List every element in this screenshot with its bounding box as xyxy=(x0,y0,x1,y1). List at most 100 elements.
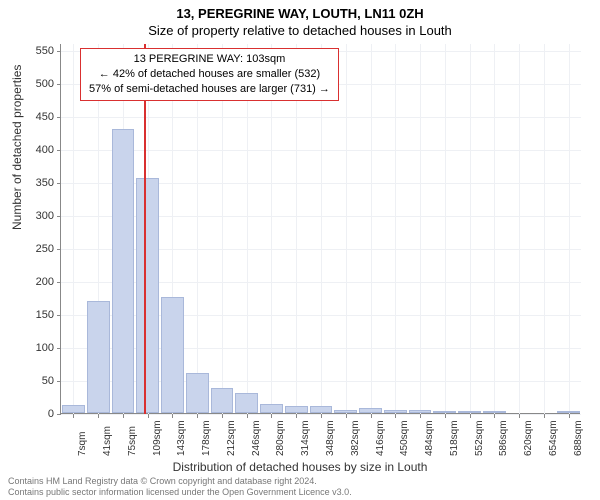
annotation-line: 57% of semi-detached houses are larger (… xyxy=(89,82,330,97)
ytick-label: 250 xyxy=(0,243,54,255)
histogram-bar xyxy=(334,410,357,413)
annotation-line: ← 42% of detached houses are smaller (53… xyxy=(89,67,330,82)
xtick-mark xyxy=(346,414,347,418)
ytick-label: 200 xyxy=(0,276,54,288)
xtick-mark xyxy=(123,414,124,418)
histogram-bar xyxy=(87,301,110,413)
histogram-bar xyxy=(62,405,85,413)
xtick-mark xyxy=(544,414,545,418)
xtick-label: 246sqm xyxy=(251,420,262,456)
histogram-bar xyxy=(483,411,506,413)
ytick-label: 400 xyxy=(0,144,54,156)
xtick-label: 654sqm xyxy=(548,420,559,456)
footer-attribution: Contains HM Land Registry data © Crown c… xyxy=(8,476,352,499)
xtick-mark xyxy=(172,414,173,418)
ytick-mark xyxy=(57,51,61,52)
xtick-label: 178sqm xyxy=(201,420,212,456)
title-sub: Size of property relative to detached ho… xyxy=(0,21,600,38)
histogram-bar xyxy=(186,373,209,413)
xtick-label: 75sqm xyxy=(127,426,138,456)
xtick-mark xyxy=(494,414,495,418)
gridline-vertical xyxy=(544,44,545,414)
ytick-mark xyxy=(57,117,61,118)
xtick-mark xyxy=(197,414,198,418)
xtick-label: 41sqm xyxy=(102,426,113,456)
xtick-label: 109sqm xyxy=(152,420,163,456)
histogram-bar xyxy=(458,411,481,413)
xtick-label: 212sqm xyxy=(226,420,237,456)
ytick-mark xyxy=(57,84,61,85)
gridline-vertical xyxy=(569,44,570,414)
xtick-mark xyxy=(296,414,297,418)
xtick-label: 280sqm xyxy=(275,420,286,456)
gridline-vertical xyxy=(494,44,495,414)
ytick-mark xyxy=(57,249,61,250)
gridline-vertical xyxy=(346,44,347,414)
xtick-label: 314sqm xyxy=(300,420,311,456)
xtick-label: 518sqm xyxy=(449,420,460,456)
ytick-label: 500 xyxy=(0,78,54,90)
chart-area: 7sqm41sqm75sqm109sqm143sqm178sqm212sqm24… xyxy=(60,44,580,414)
xtick-label: 688sqm xyxy=(573,420,584,456)
ytick-label: 50 xyxy=(0,375,54,387)
histogram-bar xyxy=(260,404,283,413)
xtick-mark xyxy=(569,414,570,418)
gridline-vertical xyxy=(371,44,372,414)
xtick-mark xyxy=(420,414,421,418)
histogram-bar xyxy=(359,408,382,413)
annotation-line: 13 PEREGRINE WAY: 103sqm xyxy=(89,52,330,67)
ytick-label: 0 xyxy=(0,408,54,420)
ytick-mark xyxy=(57,315,61,316)
ytick-mark xyxy=(57,348,61,349)
xtick-mark xyxy=(321,414,322,418)
gridline-vertical xyxy=(395,44,396,414)
ytick-mark xyxy=(57,414,61,415)
xtick-label: 484sqm xyxy=(424,420,435,456)
xtick-label: 382sqm xyxy=(350,420,361,456)
title-main: 13, PEREGRINE WAY, LOUTH, LN11 0ZH xyxy=(0,0,600,21)
xtick-mark xyxy=(271,414,272,418)
histogram-bar xyxy=(433,411,456,413)
xtick-mark xyxy=(519,414,520,418)
ytick-mark xyxy=(57,216,61,217)
ytick-label: 100 xyxy=(0,342,54,354)
histogram-bar xyxy=(384,410,407,413)
ytick-mark xyxy=(57,183,61,184)
histogram-bar xyxy=(310,406,333,413)
footer-line-1: Contains HM Land Registry data © Crown c… xyxy=(8,476,352,487)
ytick-mark xyxy=(57,381,61,382)
xtick-label: 416sqm xyxy=(375,420,386,456)
xtick-mark xyxy=(445,414,446,418)
xtick-mark xyxy=(470,414,471,418)
xtick-label: 552sqm xyxy=(474,420,485,456)
xtick-label: 586sqm xyxy=(498,420,509,456)
ytick-label: 350 xyxy=(0,177,54,189)
xtick-mark xyxy=(371,414,372,418)
xtick-mark xyxy=(148,414,149,418)
histogram-bar xyxy=(285,406,308,413)
annotation-box: 13 PEREGRINE WAY: 103sqm← 42% of detache… xyxy=(80,48,339,101)
xtick-label: 620sqm xyxy=(523,420,534,456)
xtick-label: 7sqm xyxy=(77,432,88,456)
gridline-vertical xyxy=(420,44,421,414)
ytick-label: 550 xyxy=(0,45,54,57)
xtick-label: 348sqm xyxy=(325,420,336,456)
histogram-bar xyxy=(235,393,258,413)
gridline-vertical xyxy=(470,44,471,414)
xtick-mark xyxy=(395,414,396,418)
ytick-label: 300 xyxy=(0,210,54,222)
gridline-vertical xyxy=(73,44,74,414)
histogram-bar xyxy=(557,411,580,413)
histogram-bar xyxy=(211,388,234,413)
xtick-mark xyxy=(73,414,74,418)
xtick-label: 450sqm xyxy=(399,420,410,456)
ytick-mark xyxy=(57,150,61,151)
ytick-label: 150 xyxy=(0,309,54,321)
histogram-bar xyxy=(409,410,432,413)
footer-line-2: Contains public sector information licen… xyxy=(8,487,352,498)
xtick-mark xyxy=(247,414,248,418)
ytick-label: 450 xyxy=(0,111,54,123)
histogram-bar xyxy=(136,178,159,413)
gridline-vertical xyxy=(445,44,446,414)
x-axis-label: Distribution of detached houses by size … xyxy=(0,460,600,474)
